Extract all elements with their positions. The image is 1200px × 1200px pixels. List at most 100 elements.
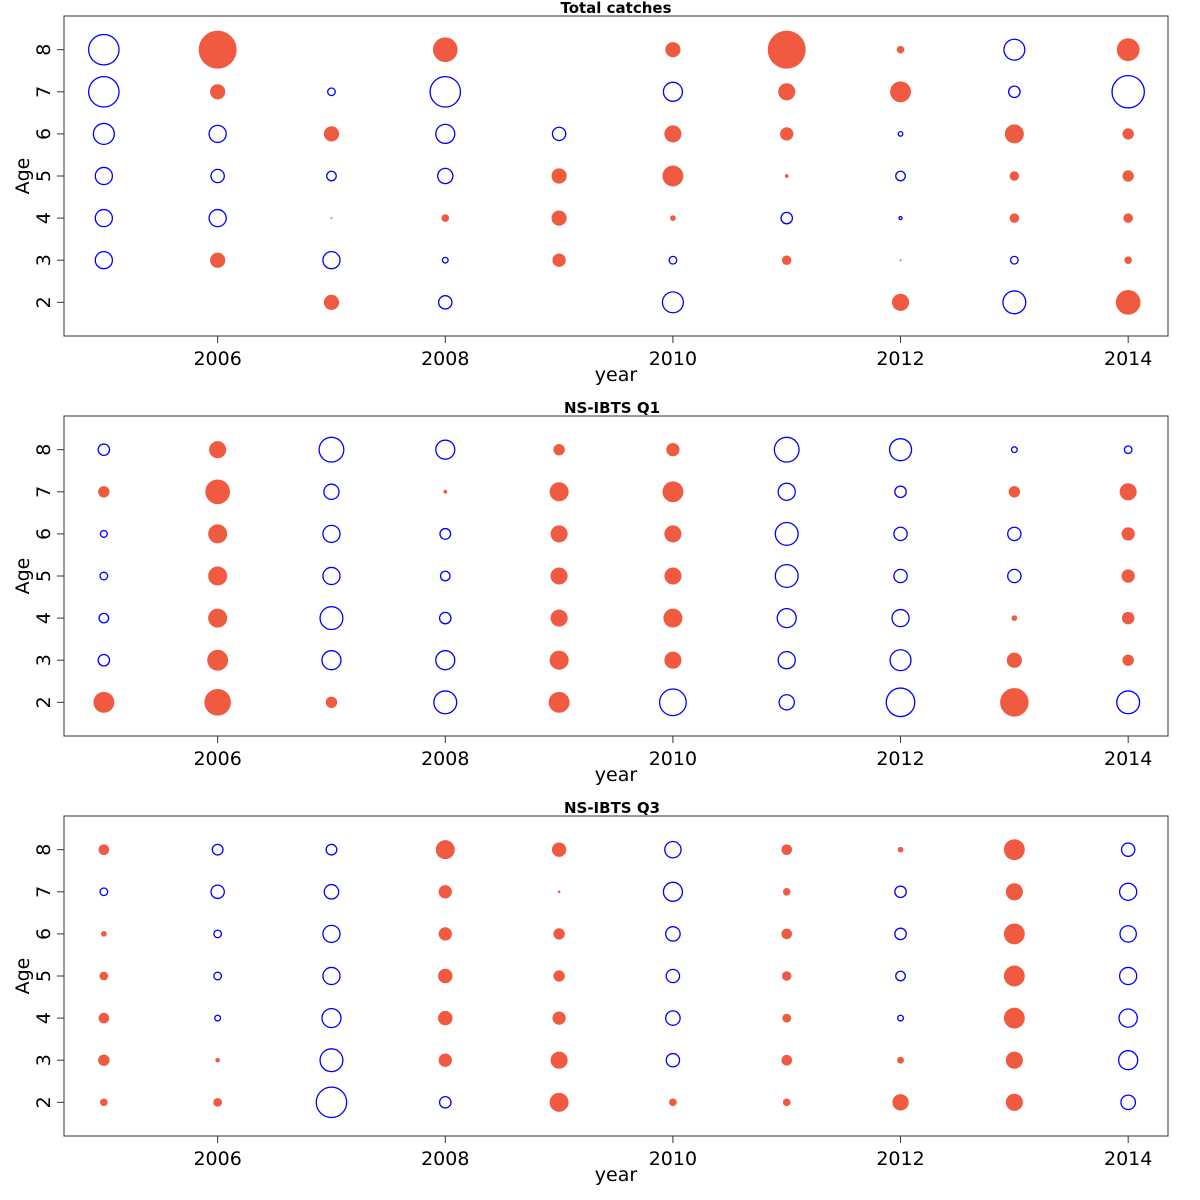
bubble-positive	[662, 165, 684, 187]
bubble-positive	[669, 1098, 677, 1107]
bubble-positive	[438, 885, 452, 899]
bubble-negative	[662, 881, 684, 902]
x-tick-label: 2014	[1104, 748, 1152, 770]
bubble-positive	[1122, 654, 1134, 666]
bubble-negative	[776, 607, 797, 629]
bubble-negative	[658, 688, 687, 717]
bubble-negative	[1116, 690, 1141, 715]
bubble-negative	[889, 649, 912, 672]
bubble-negative	[1118, 966, 1138, 986]
bubble-negative	[438, 611, 452, 625]
bubble-positive	[435, 840, 455, 860]
bubble-positive	[98, 486, 110, 498]
bubble-positive	[553, 970, 565, 982]
bubble-positive	[98, 1012, 110, 1024]
bubble-negative	[1120, 842, 1136, 857]
bubble-positive	[551, 210, 567, 226]
bubble-positive	[1115, 289, 1141, 315]
bubble-negative	[1118, 1050, 1139, 1071]
bubble-positive	[550, 567, 568, 585]
bubble-negative	[87, 75, 120, 108]
bubble-positive	[784, 174, 789, 178]
bubble-negative	[898, 215, 903, 221]
bubble-positive	[330, 217, 333, 220]
bubble-negative	[1007, 568, 1022, 584]
y-axis: 2 3 4 5 6 7 8	[33, 444, 64, 708]
bubble-positive	[204, 689, 231, 716]
bubble-negative	[98, 612, 110, 624]
bubble-negative	[322, 524, 341, 544]
bubble-positive	[552, 1011, 566, 1025]
bubble-positive	[550, 525, 568, 543]
bubble-positive	[98, 844, 110, 856]
bubble-positive	[1116, 38, 1140, 62]
bubble-positive	[438, 968, 453, 984]
bubble-negative	[208, 208, 227, 228]
x-axis: 2006 2008 2010 2012 2014	[193, 1136, 1152, 1170]
bubble-positive	[93, 691, 115, 713]
bubble-positive	[897, 846, 904, 853]
bubble-positive	[432, 37, 458, 63]
bubble-negative	[429, 75, 462, 108]
panel-total-catches: Total catches 2006 2008 2010 2012 2014 2 3 4 5 6…	[12, 0, 1169, 386]
y-tick-label: 2	[33, 296, 55, 308]
bubble-negative	[894, 927, 907, 941]
y-axis: 2 3 4 5 6 7 8	[33, 44, 64, 308]
y-axis-label: Age	[12, 958, 34, 995]
bubble-positive	[778, 83, 796, 101]
y-tick-label: 2	[33, 696, 55, 708]
bubble-positive	[553, 928, 565, 940]
bubble-negative	[210, 168, 225, 184]
bubble-negative	[894, 885, 907, 899]
bubble-positive	[1003, 1007, 1025, 1029]
y-tick-label: 8	[33, 444, 55, 456]
bubble-positive	[899, 259, 902, 262]
x-tick-label: 2006	[193, 748, 241, 770]
bubble-negative	[322, 966, 341, 986]
bubble-negative	[323, 483, 340, 501]
bubble-negative	[94, 251, 114, 270]
bubble-negative	[774, 521, 799, 546]
bubble-negative	[323, 883, 340, 900]
bubble-negative	[99, 887, 109, 897]
bubble-positive	[666, 443, 680, 457]
bubble-negative	[322, 924, 341, 944]
bubble-positive	[1122, 170, 1134, 182]
y-tick-label: 2	[33, 1096, 55, 1108]
bubble-negative	[94, 166, 114, 186]
bubble-negative	[1111, 74, 1145, 109]
y-tick-label: 3	[33, 1054, 55, 1066]
bubble-positive	[1123, 213, 1133, 223]
bubble-positive	[550, 609, 568, 627]
bubble-negative	[435, 123, 456, 145]
bubble-positive	[552, 253, 566, 267]
bubble-negative	[551, 126, 567, 142]
x-tick-label: 2014	[1104, 1148, 1152, 1170]
bubble-negative	[315, 1086, 348, 1119]
bubble-negative	[1003, 38, 1026, 61]
bubble-positive	[897, 1056, 904, 1064]
bubble-negative	[322, 566, 341, 586]
bubble-negative	[891, 608, 910, 628]
bubble-positive	[323, 126, 340, 142]
bubble-negative	[87, 33, 120, 66]
bubble-negative	[437, 295, 453, 310]
bubble-positive	[782, 887, 791, 896]
bubble-positive	[549, 482, 569, 502]
bubble-positive	[438, 927, 452, 941]
panel-ns-ibts-q3: NS-IBTS Q3 2006 2008 2010 2012 2014 2345678 …	[12, 799, 1169, 1186]
bubble-positive	[443, 489, 448, 494]
bubble-negative	[99, 571, 109, 581]
bubble-positive	[557, 890, 561, 894]
bubble-positive	[664, 125, 682, 143]
panel-title: Total catches	[560, 0, 671, 17]
bubble-negative	[897, 1014, 905, 1022]
bubble-negative	[665, 1010, 681, 1026]
panel-title: NS-IBTS Q3	[564, 799, 660, 817]
bubble-positive	[1121, 569, 1135, 583]
bubble-negative	[321, 1007, 342, 1029]
bubble-positive	[1000, 688, 1029, 717]
x-tick-label: 2012	[876, 348, 924, 370]
x-tick-label: 2006	[193, 348, 241, 370]
bubble-negative	[1009, 255, 1019, 265]
